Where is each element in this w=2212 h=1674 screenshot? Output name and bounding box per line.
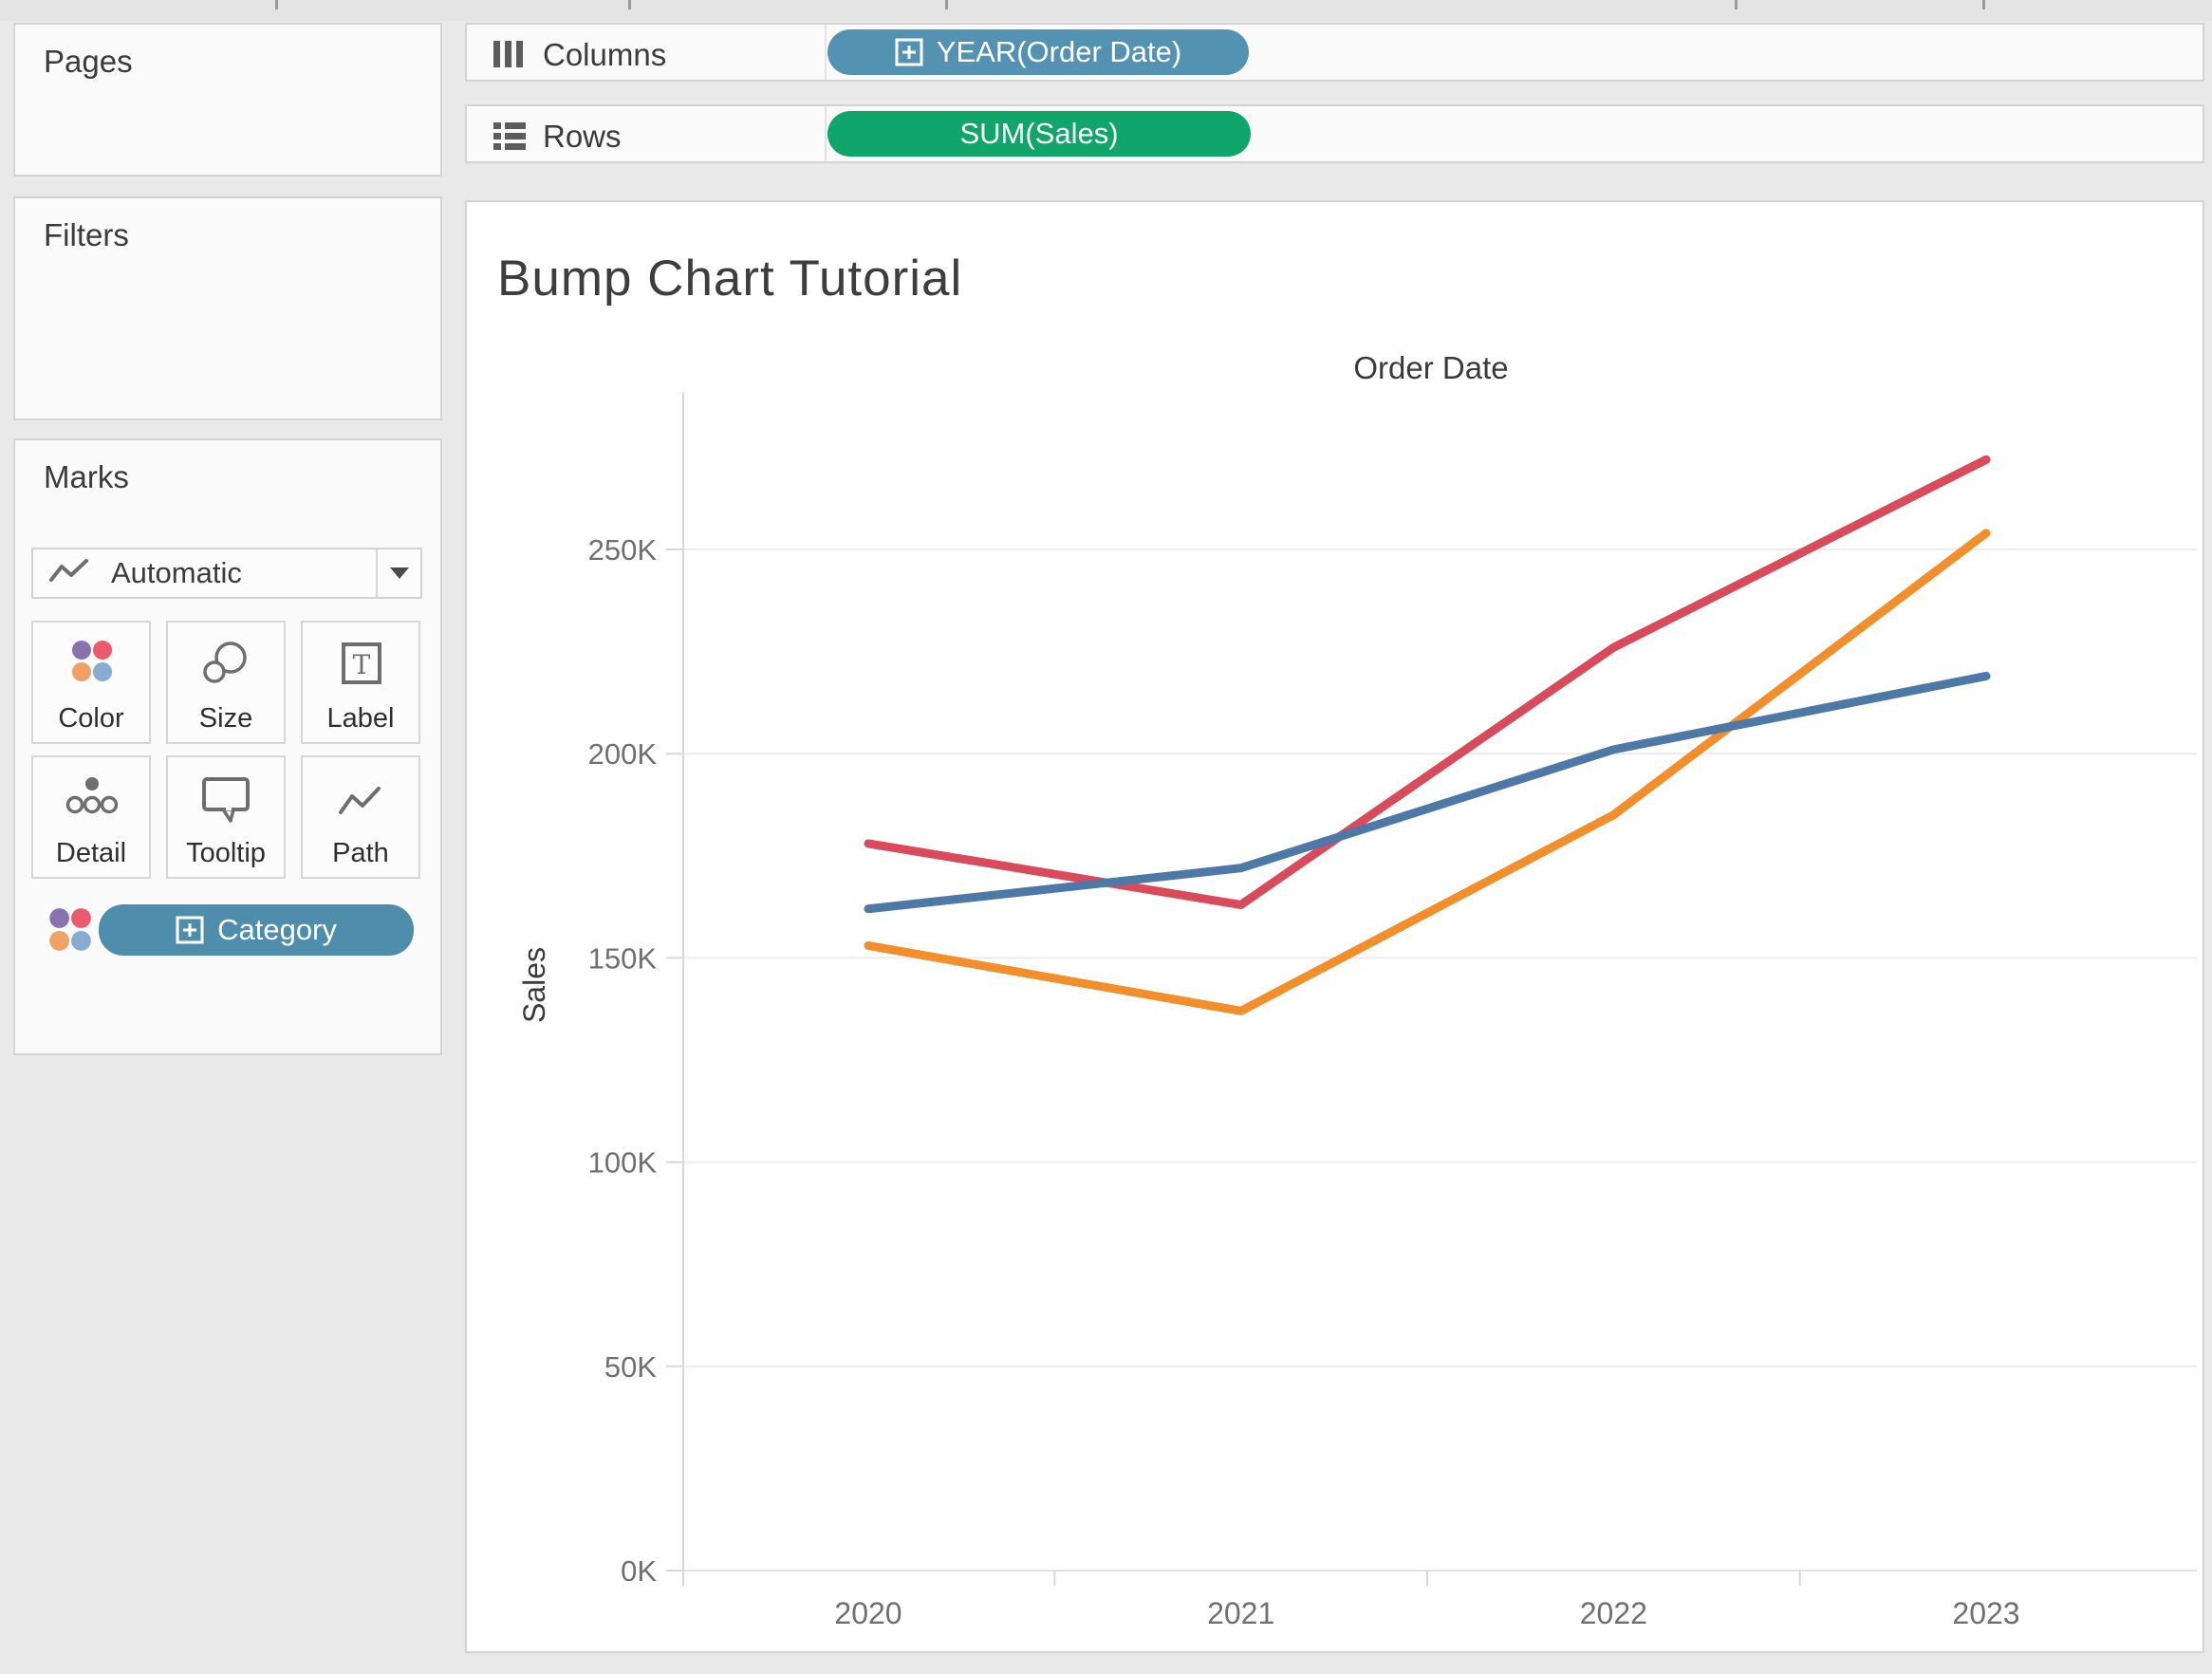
marks-card: Marks Automatic Color [13, 438, 442, 1055]
color-button[interactable]: Color [31, 621, 151, 744]
pages-shelf[interactable]: Pages [13, 23, 442, 177]
x-tick-label: 2022 [1580, 1596, 1647, 1630]
y-tick-label: 200K [588, 737, 658, 771]
text-label-icon: T [336, 640, 385, 692]
x-tick-label: 2020 [834, 1596, 902, 1630]
label-button[interactable]: T Label [301, 621, 420, 744]
size-circles-icon [201, 640, 251, 692]
columns-shelf-label: Columns [543, 37, 667, 72]
svg-text:T: T [353, 649, 371, 680]
tooltip-button[interactable]: Tooltip [166, 755, 286, 879]
expand-plus-icon [895, 38, 923, 66]
worksheet-view: Bump Chart Tutorial Order Date Sales 0K 5… [465, 200, 2204, 1653]
y-tick-label: 150K [588, 941, 658, 975]
y-tick-label: 100K [588, 1146, 658, 1180]
category-pill-label: Category [217, 913, 337, 946]
sum-sales-pill[interactable]: SUM(Sales) [827, 111, 1251, 157]
caret-down-icon [389, 567, 409, 579]
sheet-title: Bump Chart Tutorial [497, 251, 963, 307]
mark-type-selector[interactable]: Automatic [31, 548, 422, 599]
filters-shelf-title: Filters [44, 217, 129, 252]
path-zigzag-icon [337, 774, 384, 828]
x-tick-label: 2021 [1207, 1596, 1274, 1630]
color-dots-icon [44, 905, 95, 961]
line-series-blue[interactable] [864, 671, 1991, 914]
line-mark-icon [48, 557, 90, 590]
y-tick-label: 50K [604, 1350, 657, 1384]
year-order-date-pill[interactable]: YEAR(Order Date) [827, 29, 1249, 75]
size-button[interactable]: Size [166, 621, 286, 744]
rows-shelf[interactable]: Rows SUM(Sales) [465, 104, 2204, 163]
pages-shelf-title: Pages [44, 44, 133, 79]
line-chart: Order Date Sales 0K 50K 100K 150K 200K 250K 20… [517, 350, 2197, 1630]
line-series-red[interactable] [864, 455, 1991, 909]
detail-button[interactable]: Detail [31, 755, 151, 879]
detail-dots-icon [65, 774, 119, 825]
rows-icon [492, 121, 528, 156]
rows-shelf-label: Rows [543, 119, 622, 154]
filters-shelf[interactable]: Filters [13, 196, 442, 420]
columns-icon [492, 39, 526, 74]
toolbar-remnant-strip [0, 0, 2212, 21]
columns-shelf[interactable]: Columns YEAR(Order Date) [465, 23, 2204, 82]
column-header: Order Date [1353, 350, 1508, 385]
tooltip-bubble-icon [199, 774, 252, 828]
y-tick-label: 250K [588, 533, 658, 567]
mark-type-label: Automatic [111, 556, 242, 589]
mark-type-dropdown-button[interactable] [376, 549, 420, 597]
x-tick-label: 2023 [1952, 1596, 2019, 1630]
marks-card-title: Marks [44, 459, 129, 494]
color-dots-icon [66, 640, 116, 690]
y-axis-title: Sales [517, 947, 551, 1023]
category-pill[interactable]: Category [99, 904, 414, 956]
sum-sales-pill-label: SUM(Sales) [959, 117, 1119, 150]
y-tick-label: 0K [621, 1554, 657, 1588]
line-series-orange[interactable] [864, 529, 1991, 1015]
year-order-date-pill-label: YEAR(Order Date) [936, 35, 1182, 68]
path-button[interactable]: Path [301, 755, 420, 879]
expand-plus-icon [176, 916, 204, 944]
